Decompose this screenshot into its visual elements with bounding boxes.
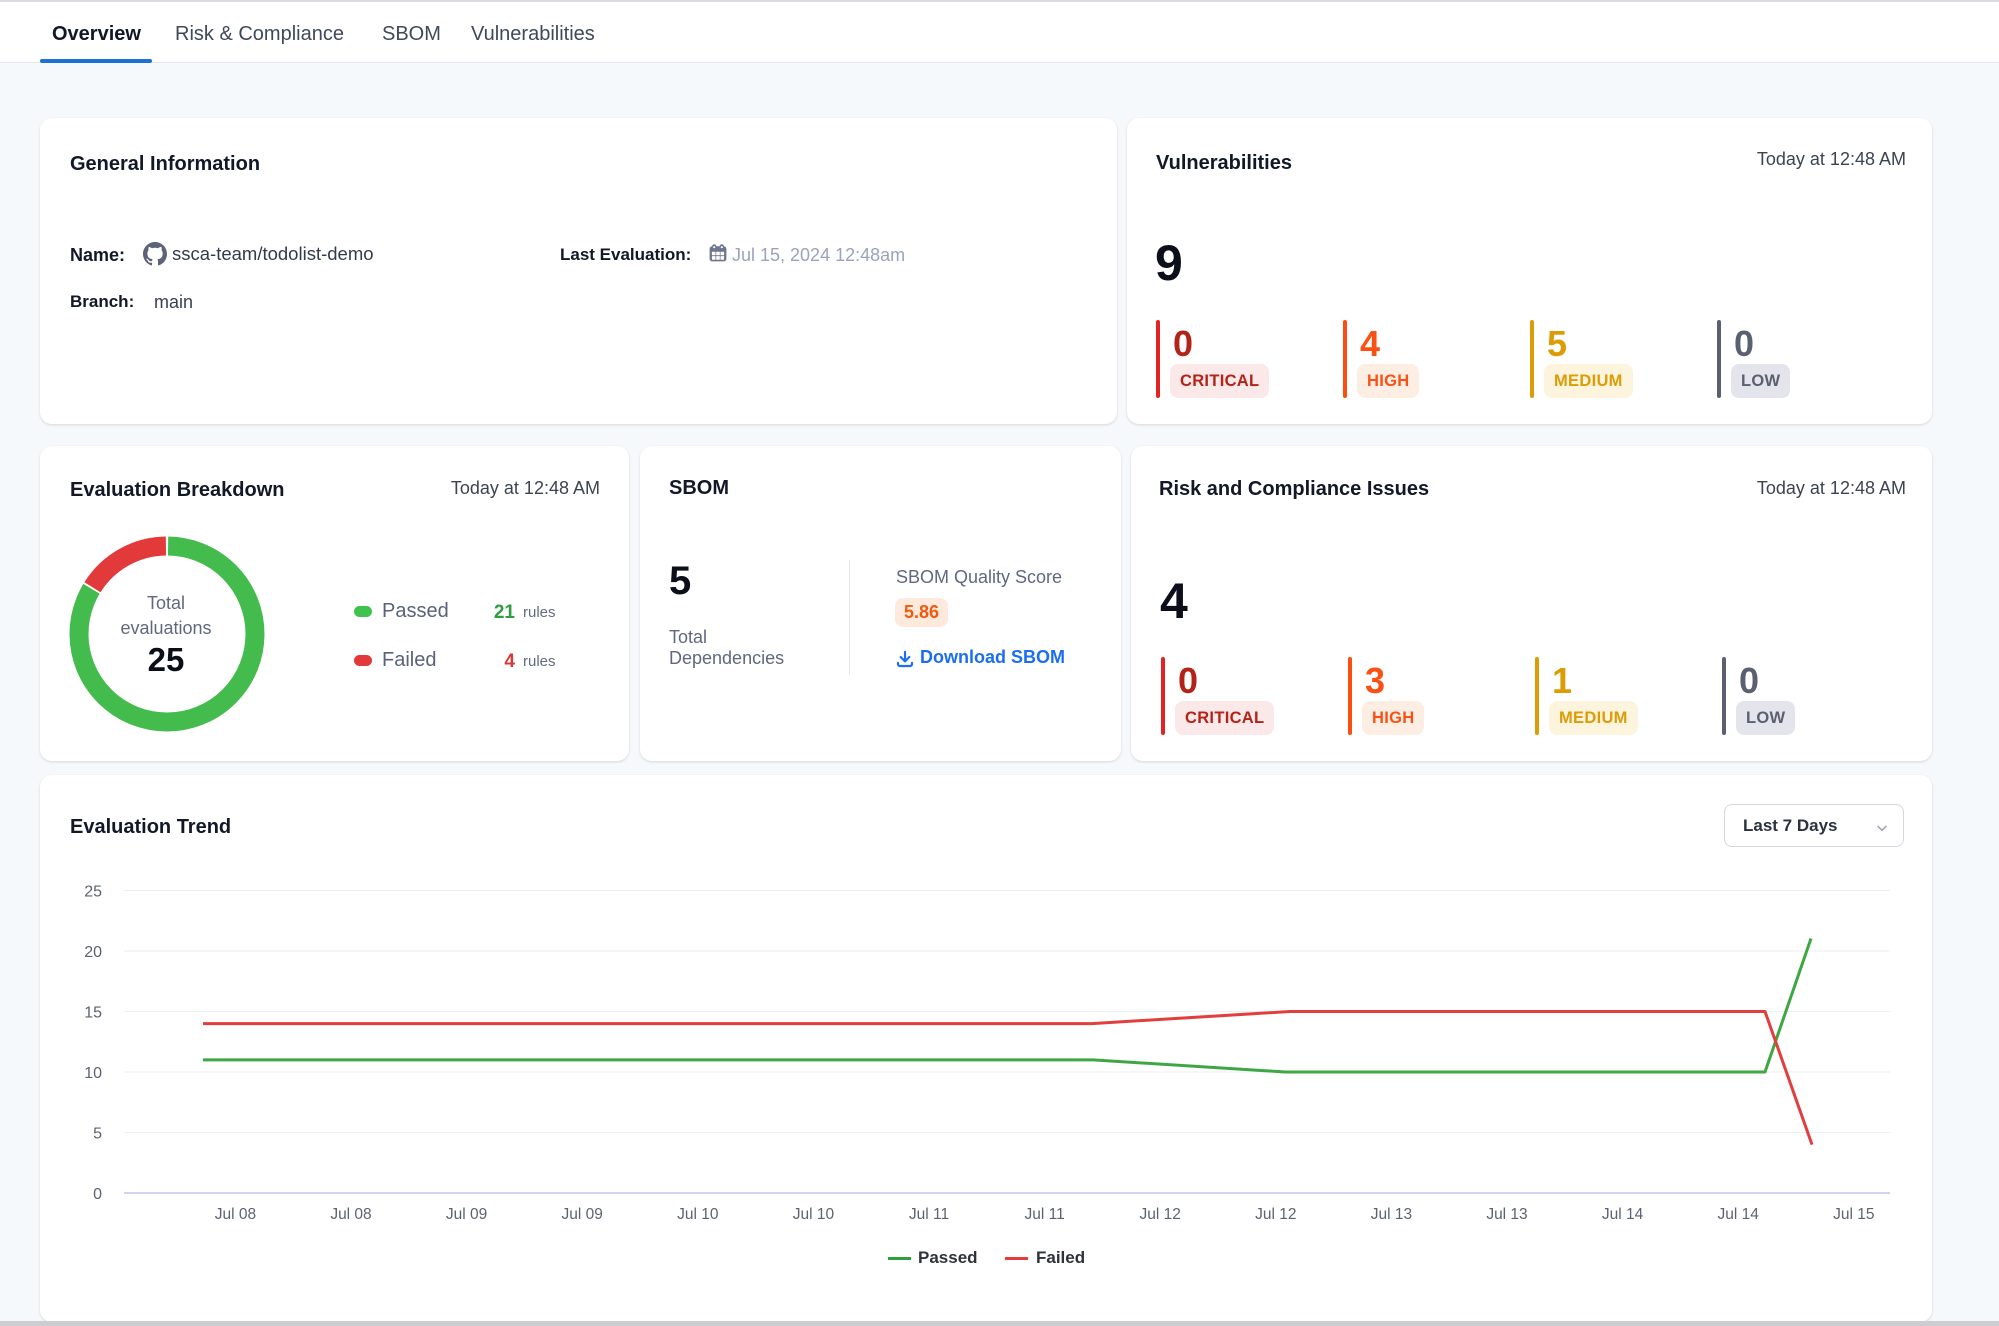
svg-text:Jul 12: Jul 12 [1140,1206,1181,1223]
svg-text:10: 10 [84,1065,102,1082]
svg-text:Passed: Passed [918,1248,978,1267]
svg-text:Jul 11: Jul 11 [1024,1206,1064,1223]
svg-text:Jul 08: Jul 08 [215,1206,256,1223]
svg-text:Jul 14: Jul 14 [1718,1206,1760,1223]
svg-text:Jul 14: Jul 14 [1602,1206,1644,1223]
svg-text:20: 20 [84,944,102,961]
svg-text:Jul 13: Jul 13 [1371,1206,1412,1223]
svg-text:Jul 12: Jul 12 [1255,1206,1296,1223]
svg-text:0: 0 [93,1186,102,1203]
svg-text:Jul 15: Jul 15 [1833,1206,1874,1223]
svg-text:Jul 08: Jul 08 [330,1206,371,1223]
svg-text:15: 15 [84,1005,102,1022]
svg-text:Jul 13: Jul 13 [1486,1206,1527,1223]
svg-text:Jul 09: Jul 09 [562,1206,603,1223]
svg-text:Failed: Failed [1036,1248,1085,1267]
svg-text:25: 25 [84,884,102,901]
svg-text:Jul 11: Jul 11 [909,1206,949,1223]
svg-text:Jul 10: Jul 10 [793,1206,835,1223]
svg-text:Jul 10: Jul 10 [677,1206,719,1223]
svg-text:Jul 09: Jul 09 [446,1206,487,1223]
svg-text:5: 5 [93,1126,102,1143]
